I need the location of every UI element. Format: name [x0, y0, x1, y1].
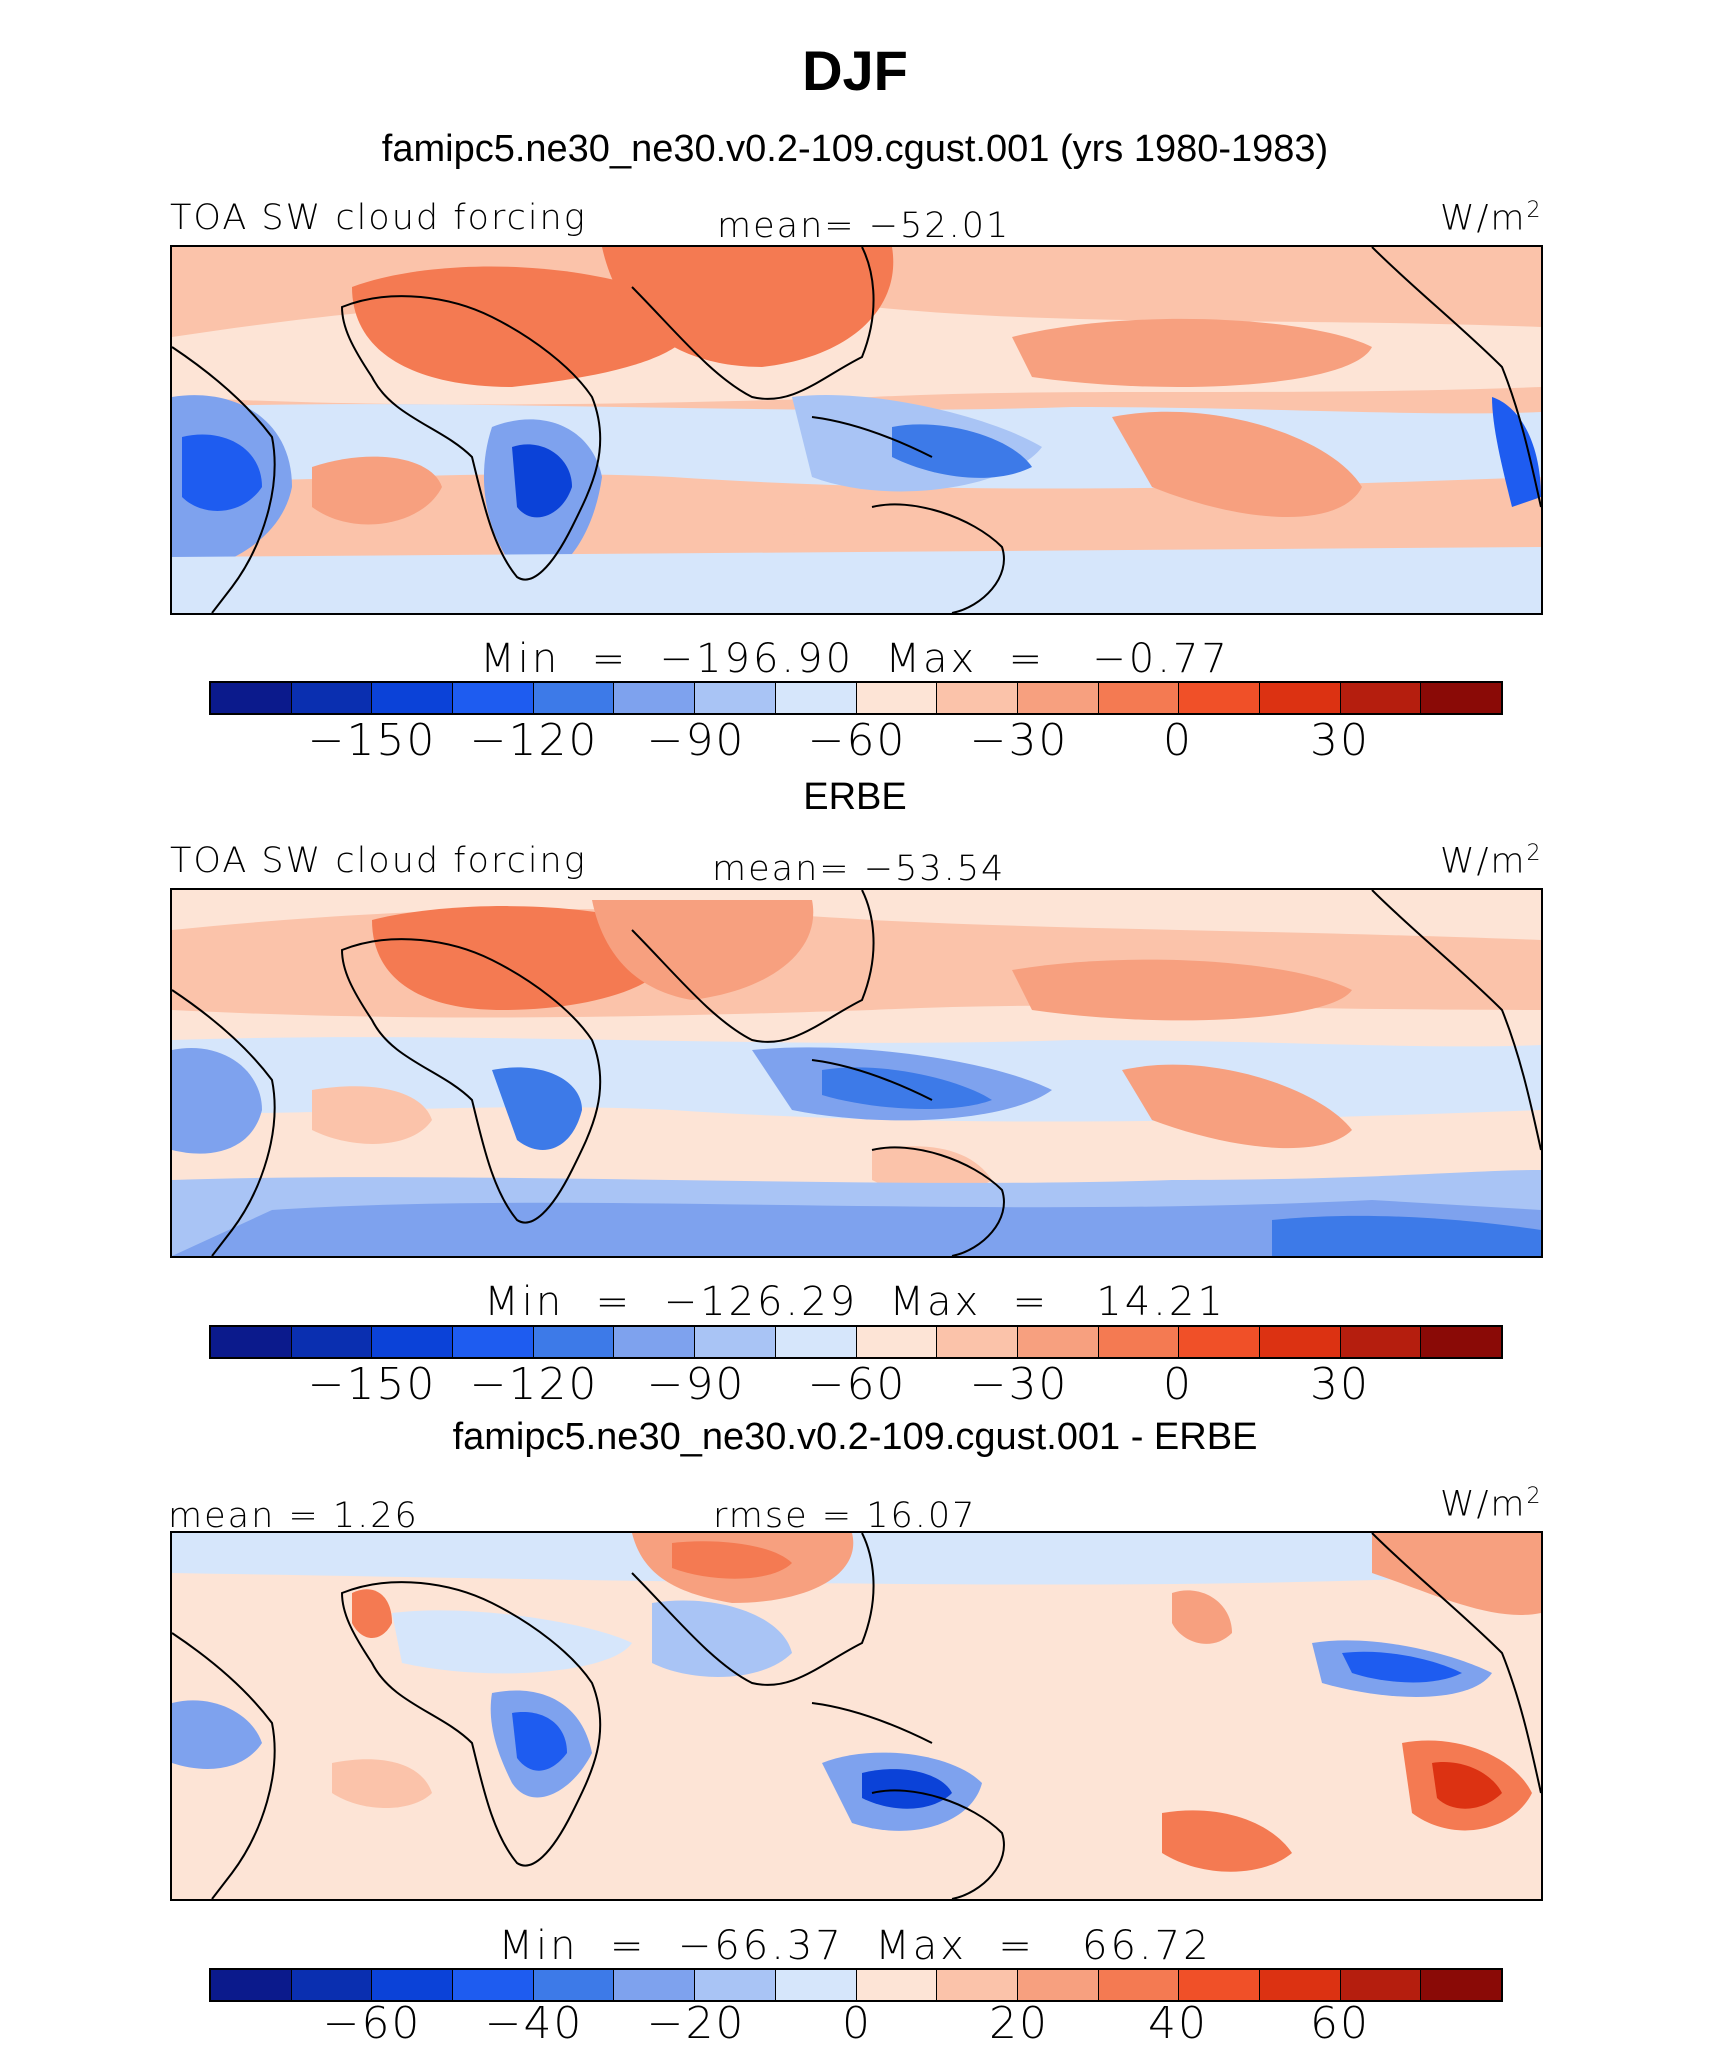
- colorbar-segment: [856, 1327, 938, 1357]
- colorbar-segment: [1340, 1970, 1422, 2000]
- panel3-map: [170, 1531, 1543, 1901]
- colorbar-segment: [695, 683, 776, 713]
- panel3-tick: 40: [1148, 1998, 1208, 2049]
- panel1-tick: 30: [1310, 715, 1370, 766]
- panel1-colorbar: [209, 681, 1503, 715]
- colorbar-segment: [1421, 1327, 1501, 1357]
- colorbar-segment: [1259, 683, 1341, 713]
- panel3-colorbar: [209, 1968, 1503, 2002]
- colorbar-segment: [372, 683, 454, 713]
- panel3-tick: 60: [1310, 1998, 1370, 2049]
- panel2-colorbar: [209, 1325, 1503, 1359]
- colorbar-segment: [856, 1970, 938, 2000]
- panel3-tick: −60: [322, 1998, 422, 2049]
- panel3-mean-label: mean = 1.26: [168, 1496, 419, 1536]
- colorbar-segment: [291, 1970, 373, 2000]
- colorbar-segment: [372, 1970, 454, 2000]
- panel1-contours: [172, 247, 1541, 613]
- colorbar-segment: [1098, 1327, 1180, 1357]
- colorbar-segment: [291, 683, 373, 713]
- panel3-rmse-label: rmse = 16.07: [713, 1496, 977, 1536]
- panel1-variable-label: TOA SW cloud forcing: [170, 198, 587, 238]
- panel2-map: [170, 888, 1543, 1258]
- colorbar-segment: [533, 1327, 615, 1357]
- colorbar-segment: [1179, 1970, 1260, 2000]
- colorbar-segment: [1179, 683, 1260, 713]
- colorbar-segment: [1098, 683, 1180, 713]
- colorbar-segment: [1017, 1970, 1099, 2000]
- panel1-tick: 0: [1163, 715, 1193, 766]
- colorbar-segment: [533, 683, 615, 713]
- panel2-variable-label: TOA SW cloud forcing: [170, 841, 587, 881]
- colorbar-segment: [1421, 683, 1501, 713]
- colorbar-segment: [453, 1327, 534, 1357]
- colorbar-segment: [453, 683, 534, 713]
- colorbar-segment: [614, 1327, 696, 1357]
- panel1-unit-label: W/m2: [1440, 198, 1543, 239]
- panel2-tick: 0: [1163, 1359, 1193, 1410]
- panel2-tick: −90: [646, 1359, 746, 1410]
- panel1-tick: −150: [307, 715, 437, 766]
- panel3-heading: famipc5.ne30_ne30.v0.2-109.cgust.001 - E…: [452, 1416, 1258, 1458]
- panel3-unit-label: W/m2: [1440, 1484, 1543, 1525]
- panel2-heading: ERBE: [803, 776, 907, 818]
- panel3-tick: 20: [989, 1998, 1049, 2049]
- panel3-minmax: Min = −66.37 Max = 66.72: [498, 1923, 1212, 1969]
- colorbar-segment: [1259, 1970, 1341, 2000]
- panel2-tick: −150: [307, 1359, 437, 1410]
- colorbar-segment: [775, 683, 857, 713]
- colorbar-segment: [291, 1327, 373, 1357]
- colorbar-segment: [211, 1970, 292, 2000]
- panel3-tick: −20: [646, 1998, 746, 2049]
- panel2-tick: −30: [969, 1359, 1069, 1410]
- colorbar-segment: [1259, 1327, 1341, 1357]
- colorbar-segment: [937, 1327, 1018, 1357]
- colorbar-segment: [211, 1327, 292, 1357]
- panel3-contours: [172, 1533, 1541, 1899]
- colorbar-segment: [1098, 1970, 1180, 2000]
- panel1-map: [170, 245, 1543, 615]
- colorbar-segment: [1017, 683, 1099, 713]
- panel2-minmax: Min = −126.29 Max = 14.21: [484, 1279, 1226, 1325]
- panel1-mean-label: mean= −52.01: [717, 206, 1011, 246]
- colorbar-segment: [695, 1970, 776, 2000]
- panel1-minmax: Min = −196.90 Max = −0.77: [480, 636, 1230, 682]
- panel2-tick: −120: [469, 1359, 599, 1410]
- panel1-tick: −60: [807, 715, 907, 766]
- panel1-tick: −90: [646, 715, 746, 766]
- panel2-tick: −60: [807, 1359, 907, 1410]
- colorbar-segment: [695, 1327, 776, 1357]
- colorbar-segment: [856, 683, 938, 713]
- panel2-mean-label: mean= −53.54: [712, 849, 1006, 889]
- colorbar-segment: [614, 1970, 696, 2000]
- panel2-tick: 30: [1310, 1359, 1370, 1410]
- colorbar-segment: [1421, 1970, 1501, 2000]
- colorbar-segment: [1017, 1327, 1099, 1357]
- colorbar-segment: [453, 1970, 534, 2000]
- figure-subtitle: famipc5.ne30_ne30.v0.2-109.cgust.001 (yr…: [381, 128, 1329, 170]
- colorbar-segment: [1340, 1327, 1422, 1357]
- panel1-tick: −120: [469, 715, 599, 766]
- colorbar-segment: [775, 1970, 857, 2000]
- figure-title: DJF: [802, 39, 908, 102]
- colorbar-segment: [937, 683, 1018, 713]
- colorbar-segment: [937, 1970, 1018, 2000]
- panel3-tick: −40: [484, 1998, 584, 2049]
- colorbar-segment: [614, 683, 696, 713]
- colorbar-segment: [211, 683, 292, 713]
- colorbar-segment: [372, 1327, 454, 1357]
- colorbar-segment: [1179, 1327, 1260, 1357]
- colorbar-segment: [533, 1970, 615, 2000]
- panel2-contours: [172, 890, 1541, 1256]
- panel1-tick: −30: [969, 715, 1069, 766]
- panel3-tick: 0: [842, 1998, 872, 2049]
- colorbar-segment: [775, 1327, 857, 1357]
- colorbar-segment: [1340, 683, 1422, 713]
- panel2-unit-label: W/m2: [1440, 841, 1543, 882]
